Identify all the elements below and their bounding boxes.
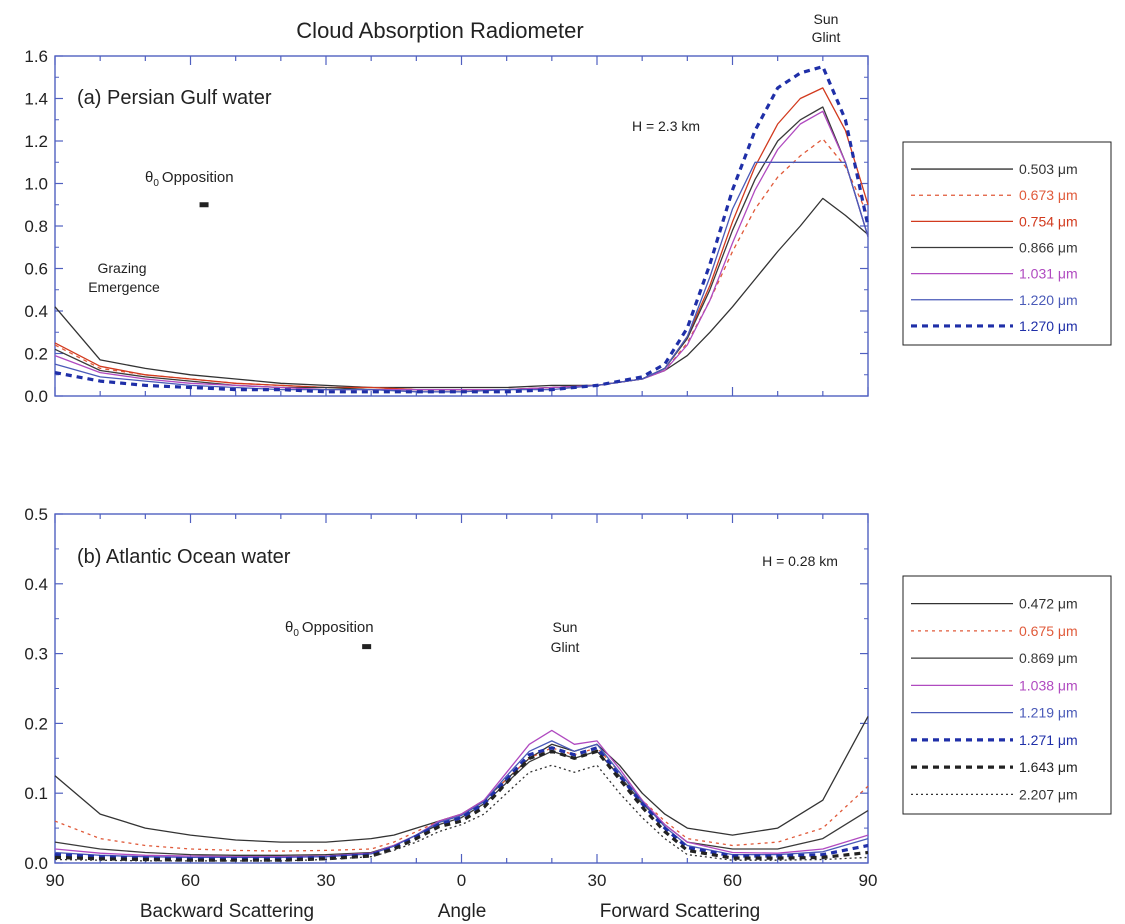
legend-label: 1.031 μm [1019,266,1078,282]
legend-label: 0.472 μm [1019,596,1078,612]
legend-label: 1.271 μm [1019,732,1078,748]
panel-b-series [54,716,869,862]
panel-b-label: (b) Atlantic Ocean water [77,546,291,568]
panel-b: 0.0 0.1 0.2 0.3 0.4 0.5 90 60 30 0 30 60 90 (b) Atla… [24,505,877,890]
theta-subscript: 0 [293,628,299,639]
theta-subscript: 0 [153,178,159,189]
opposition-text: Opposition [162,169,234,186]
series-line [54,87,869,391]
series-line [54,729,869,858]
legend-label: 1.219 μm [1019,705,1078,721]
y-tick-label: 0.0 [24,387,48,406]
series-line [54,764,869,862]
legend-a: 0.503 μm 0.673 μm 0.754 μm 0.866 μm 1.031 μm… [902,141,1112,346]
x-tick-label: 0 [457,871,466,890]
y-tick-label: 0.0 [24,854,48,873]
legend-label: 0.754 μm [1019,213,1078,229]
panel-a-opposition-label: θ0 Opposition [145,169,234,189]
series-line [54,197,869,389]
panel-a-grazing-line2: Emergence [88,279,160,295]
panel-b-opposition-marker [362,644,372,650]
legend-label: 0.866 μm [1019,240,1078,256]
y-tick-label: 1.0 [24,175,48,194]
legend-label: 0.675 μm [1019,623,1078,639]
series-line [54,106,869,391]
panel-b-sun-glint-line2: Glint [551,639,580,655]
legend-label: 0.869 μm [1019,650,1078,666]
series-line [54,747,869,852]
x-tick-label: 90 [46,871,65,890]
panel-b-ticks: 0.0 0.1 0.2 0.3 0.4 0.5 90 60 30 0 30 60 90 [24,505,877,890]
panel-a-sun-glint-line2: Glint [812,29,841,45]
x-label-backward: Backward Scattering [140,901,314,922]
series-line [54,64,870,394]
panel-a: 0.0 0.2 0.4 0.6 0.8 1.0 1.2 1.4 1.6 (a) Persian … [24,11,870,406]
y-tick-label: 0.3 [24,645,48,664]
figure-title: Cloud Absorption Radiometer [296,18,583,43]
series-line [54,161,869,393]
legend-label: 1.643 μm [1019,759,1078,775]
legend-a-frame [902,141,1112,346]
legend-label: 1.220 μm [1019,292,1078,308]
series-line [54,110,869,391]
panel-b-altitude: H = 0.28 km [762,553,838,569]
y-tick-label: 0.8 [24,217,48,236]
y-tick-label: 0.2 [24,714,48,733]
x-label-forward: Forward Scattering [600,901,761,922]
legend-label: 1.270 μm [1019,318,1078,334]
series-line [54,716,869,843]
y-tick-label: 1.2 [24,132,48,151]
x-label-angle: Angle [438,901,487,922]
series-line [54,740,869,859]
y-tick-label: 0.2 [24,345,48,364]
legend-b-frame [902,575,1112,815]
panel-a-ticks: 0.0 0.2 0.4 0.6 0.8 1.0 1.2 1.4 1.6 [24,47,869,406]
y-tick-label: 0.5 [24,505,48,524]
theta-symbol: θ [145,169,153,186]
y-tick-label: 0.4 [24,302,48,321]
y-tick-label: 1.4 [24,90,48,109]
panel-a-opposition-marker [199,202,209,208]
panel-b-sun-glint-line1: Sun [553,619,578,635]
panel-b-opposition-label: θ0 Opposition [285,619,374,639]
y-tick-label: 0.6 [24,260,48,279]
series-line [54,750,869,856]
series-line [54,746,869,861]
y-tick-label: 1.6 [24,47,48,66]
panel-a-label: (a) Persian Gulf water [77,87,272,109]
y-tick-label: 0.1 [24,784,48,803]
panel-a-sun-glint-line1: Sun [814,11,839,27]
legend-label: 2.207 μm [1019,786,1078,802]
theta-symbol: θ [285,619,293,636]
legend-label: 1.038 μm [1019,677,1078,693]
y-tick-label: 0.4 [24,575,48,594]
panel-a-altitude: H = 2.3 km [632,118,700,134]
opposition-text: Opposition [302,619,374,636]
x-tick-label: 60 [723,871,742,890]
x-tick-label: 90 [859,871,878,890]
x-tick-label: 60 [181,871,200,890]
series-line [54,749,869,862]
legend-label: 0.503 μm [1019,161,1078,177]
panel-a-series [54,64,870,394]
legend-b: 0.472 μm 0.675 μm 0.869 μm 1.038 μm 1.219 μm… [902,575,1112,815]
x-tick-label: 30 [588,871,607,890]
panel-a-grazing-line1: Grazing [97,260,146,276]
x-tick-label: 30 [317,871,336,890]
legend-label: 0.673 μm [1019,187,1078,203]
